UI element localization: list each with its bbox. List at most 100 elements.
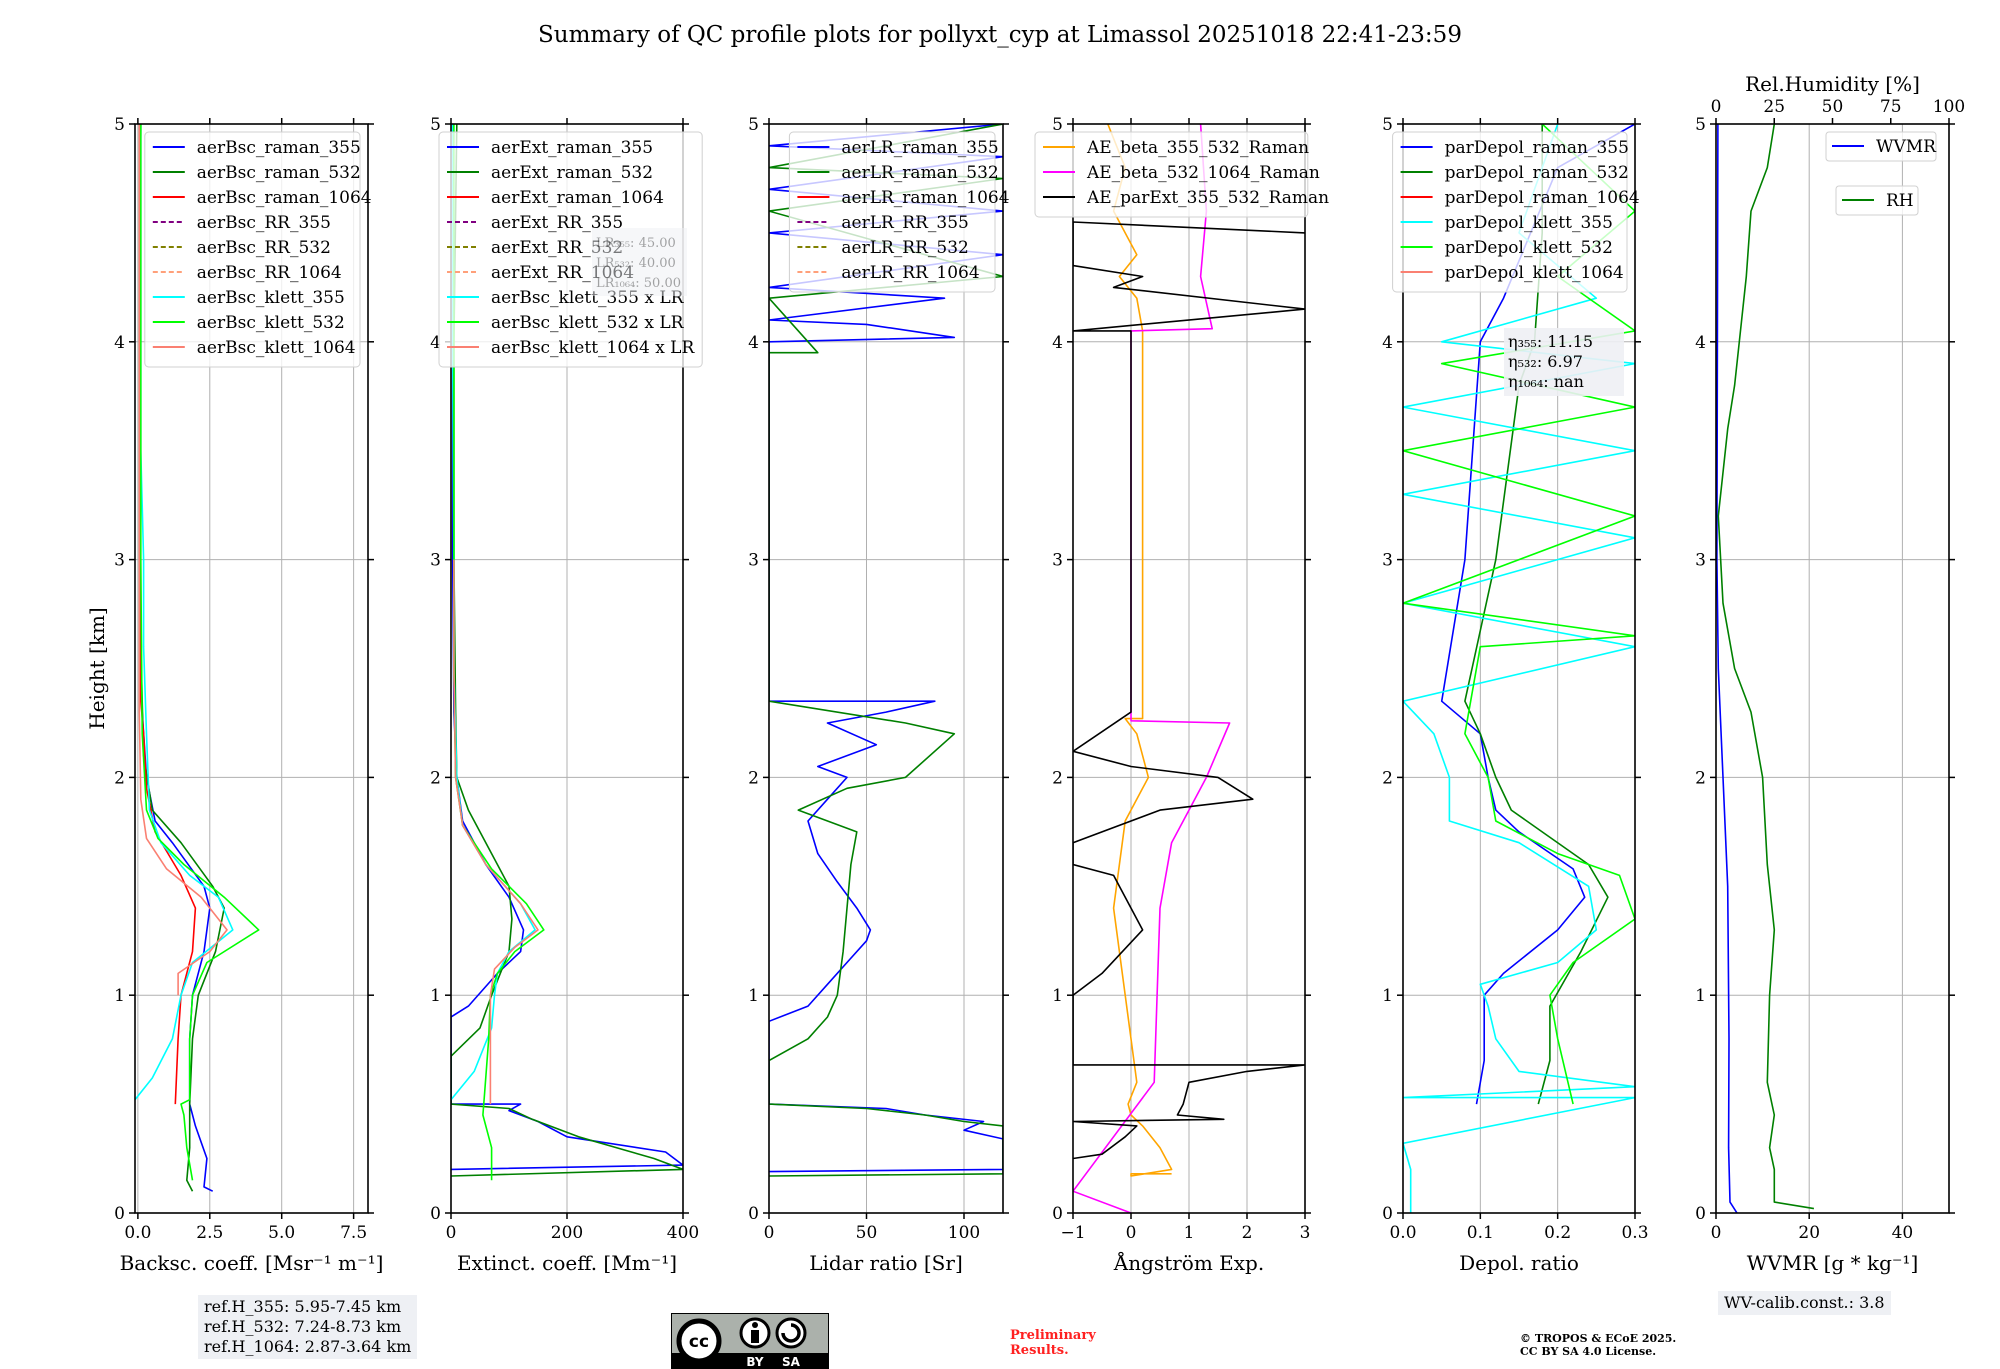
y-tick-label: 0 [1382, 1204, 1393, 1224]
panel-annotation: LR₃₅₅: 45.00 LR₅₃₂: 40.00 LR₁₀₆₄: 50.00 [592, 228, 687, 296]
x-tick-label: 7.5 [340, 1223, 367, 1243]
y-tick-label: 1 [748, 986, 759, 1006]
y-tick-label: 0 [1052, 1204, 1063, 1224]
x-tick-label: 20 [1798, 1223, 1820, 1243]
x2-tick-label: 75 [1880, 97, 1902, 117]
x2-tick-label: 0 [1711, 97, 1722, 117]
axes-frame [1715, 123, 1950, 1214]
x-tick-label: 0 [1126, 1223, 1137, 1243]
series-group [135, 124, 260, 1192]
legend-label: aerLR_raman_1064 [841, 188, 1009, 208]
legend-label: aerExt_raman_532 [491, 163, 653, 183]
legend: parDepol_raman_355 parDepol_raman_532 parD… [1392, 131, 1640, 293]
panel-3: 0 50 100 0 1 2 3 4 5 Lidar ratio [Sr] aerLR_raman_… [748, 115, 1009, 1275]
figure-title: Summary of QC profile plots for pollyxt_… [538, 22, 1462, 48]
y-tick-label: 5 [748, 115, 759, 135]
legend-label: aerExt_raman_1064 [491, 188, 664, 208]
annotation-box [1504, 328, 1624, 396]
x-axis-label: WVMR [g * kg⁻¹] [1747, 1251, 1919, 1275]
legend-label: aerBsc_klett_1064 [197, 338, 356, 358]
y-tick-label: 2 [114, 768, 125, 788]
annotation-line: LR₅₃₂: 40.00 [596, 256, 676, 271]
copyright-line-1: © TROPOS & ECoE 2025. [1520, 1332, 1677, 1345]
legend-label: aerBsc_klett_532 [197, 313, 345, 333]
y-axis-label: Height [km] [85, 607, 109, 729]
legend: aerExt_raman_355 aerExt_raman_532 aerExt_r… [438, 131, 703, 368]
copyright-notice: © TROPOS & ECoE 2025. CC BY SA 4.0 Licens… [1520, 1332, 1676, 1358]
x-tick-label: 0.0 [1389, 1223, 1416, 1243]
y-tick-label: 0 [1695, 1204, 1706, 1224]
y-tick-label: 0 [430, 1204, 441, 1224]
x-axis-label: Lidar ratio [Sr] [809, 1251, 963, 1275]
x-tick-label: 50 [856, 1223, 878, 1243]
sa-share-icon [775, 1317, 807, 1349]
x-tick-label: 400 [667, 1223, 699, 1243]
legend: aerBsc_raman_355 aerBsc_raman_532 aerBsc_r… [144, 131, 372, 368]
legend-label: aerBsc_klett_1064 x LR [491, 338, 695, 358]
x-tick-label: 1 [1184, 1223, 1195, 1243]
series-line-aerbsc-klett-532 [140, 124, 260, 1181]
ref-height-355: ref.H_355: 5.95-7.45 km [204, 1297, 402, 1316]
legend-label: aerBsc_klett_532 x LR [491, 313, 685, 333]
legend-label: aerExt_RR_355 [491, 213, 623, 233]
preliminary-line-1: Preliminary [1010, 1328, 1096, 1343]
x-axis-label: Ångström Exp. [1113, 1250, 1264, 1275]
legend-label: aerLR_raman_355 [841, 138, 998, 158]
legend-label: aerBsc_RR_1064 [197, 263, 342, 283]
x-tick-label: 0 [446, 1223, 457, 1243]
legend-label: parDepol_raman_1064 [1445, 188, 1640, 208]
series-line-aerbsc-klett-1064 [138, 124, 228, 996]
legend-box [1835, 185, 1919, 216]
sa-label: SA [782, 1355, 801, 1369]
legend-rh: RH [1835, 185, 1919, 216]
legend-box [1392, 131, 1628, 293]
axes-frame [1402, 123, 1636, 1214]
legend-label: parDepol_raman_355 [1445, 138, 1629, 158]
legend-box [1825, 131, 1937, 162]
legend-label: aerLR_RR_355 [841, 213, 968, 233]
legend-label: parDepol_klett_1064 [1445, 263, 1624, 283]
y-tick-label: 4 [748, 333, 759, 353]
legend-box [438, 131, 703, 368]
y-tick-label: 3 [748, 551, 759, 571]
by-person-head [752, 1322, 758, 1328]
x-tick-label: 0.2 [1544, 1223, 1571, 1243]
wv-calib-annotation: WV-calib.const.: 3.8 [1718, 1291, 1891, 1315]
x-axis-label: Depol. ratio [1459, 1251, 1579, 1275]
y-tick-label: 2 [430, 768, 441, 788]
panel-2: 0 200 400 0 1 2 3 4 5 Extinct. coeff. [Mm⁻¹] aerEx… [430, 115, 703, 1275]
panel-5: 0.0 0.1 0.2 0.3 0 1 2 3 4 5 Depol. ratio parDepol_r… [1382, 115, 1648, 1275]
y-tick-label: 5 [114, 115, 125, 135]
by-person-body [751, 1330, 759, 1343]
panel-6: 0 20 40 0 1 2 3 4 5 WVMR [g * kg⁻¹] 0 25 50 75 100 Rel.… [1695, 72, 1965, 1275]
series-line-aerbsc-raman-1064 [138, 341, 197, 1105]
legend-label: aerBsc_raman_1064 [197, 188, 372, 208]
x-tick-label: 0.1 [1467, 1223, 1494, 1243]
y-tick-label: 0 [114, 1204, 125, 1224]
x2-tick-label: 25 [1763, 97, 1785, 117]
x2-axis-label: Rel.Humidity [%] [1745, 72, 1920, 96]
x-tick-label: 2.5 [196, 1223, 223, 1243]
x2-tick-label: 100 [1933, 97, 1965, 117]
x-tick-label: 0.3 [1621, 1223, 1648, 1243]
y-tick-label: 1 [114, 986, 125, 1006]
annotation-line: η₁₀₆₄: nan [1508, 372, 1584, 391]
axes-frame [768, 123, 1004, 1214]
series-group [451, 124, 683, 1181]
y-tick-label: 2 [748, 768, 759, 788]
legend-label: aerBsc_RR_532 [197, 238, 331, 258]
legend-label: aerBsc_klett_355 [197, 288, 345, 308]
legend-label: AE_beta_532_1064_Raman [1086, 163, 1320, 183]
legend-wvmr: WVMR [1825, 131, 1937, 162]
legend-label: aerExt_raman_355 [491, 138, 653, 158]
legend-label: aerLR_RR_532 [841, 238, 968, 258]
y-tick-label: 4 [1695, 333, 1706, 353]
annotation-line: LR₁₀₆₄: 50.00 [596, 276, 681, 291]
x-tick-label: 3 [1300, 1223, 1311, 1243]
y-tick-label: 2 [1382, 768, 1393, 788]
legend-label: parDepol_klett_532 [1445, 238, 1613, 258]
legend: AE_beta_355_532_Raman AE_beta_532_1064_Ra… [1034, 131, 1329, 218]
y-tick-label: 4 [430, 333, 441, 353]
y-tick-label: 2 [1052, 768, 1063, 788]
x-tick-label: 0 [1711, 1223, 1722, 1243]
